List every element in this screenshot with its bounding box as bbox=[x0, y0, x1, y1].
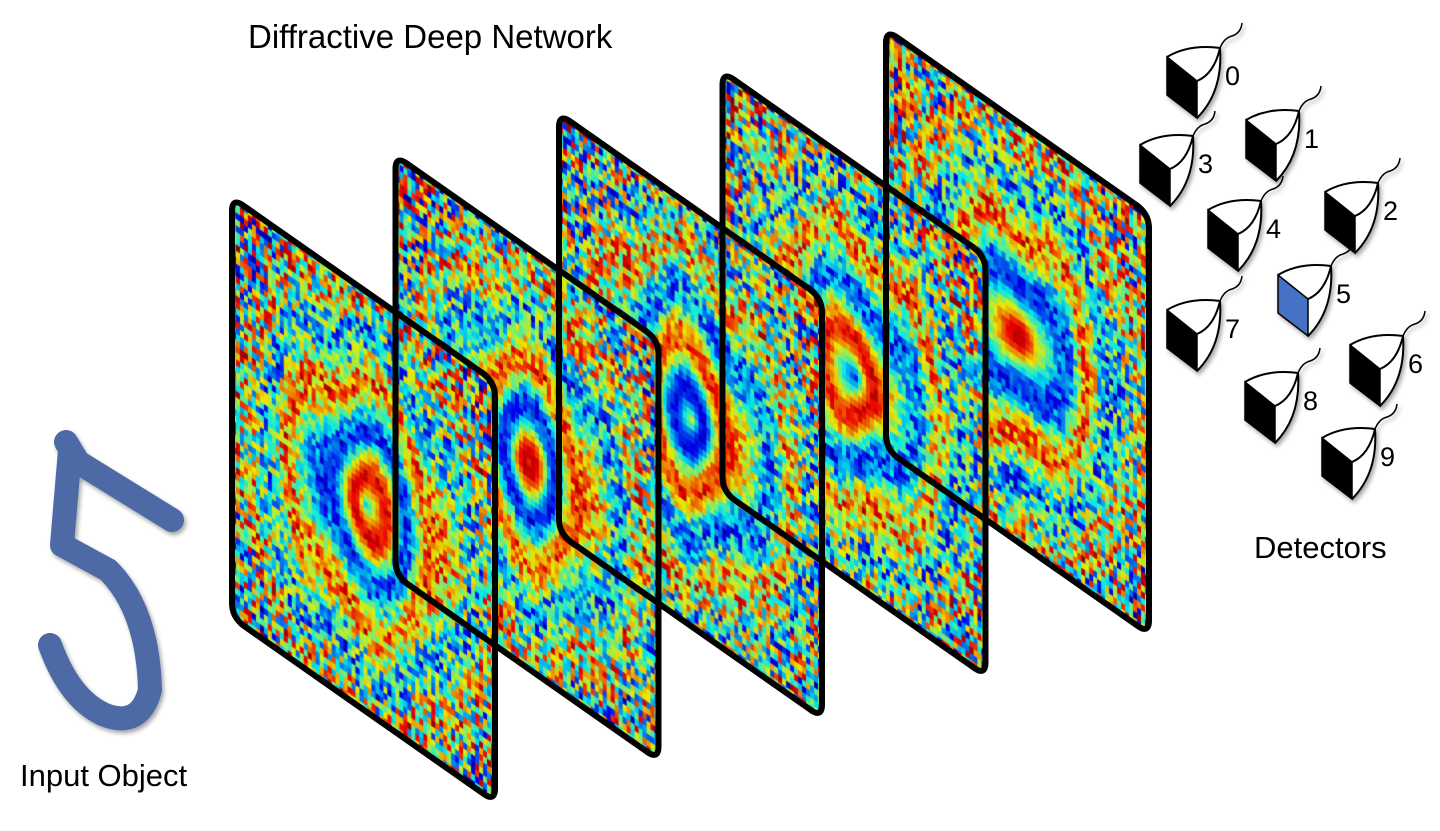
detector-label: 9 bbox=[1380, 442, 1395, 472]
detector-label: 8 bbox=[1303, 386, 1318, 416]
diffractive-layer-3 bbox=[556, 115, 825, 716]
detector-icon bbox=[1277, 240, 1354, 338]
diffractive-layer-4 bbox=[719, 73, 989, 674]
detector-1: 1 bbox=[1245, 85, 1322, 183]
diffractive-layer-2 bbox=[392, 157, 662, 758]
detector-3: 3 bbox=[1139, 110, 1216, 208]
detector-2: 2 bbox=[1324, 157, 1401, 255]
detectors: 0 1 2 3 4 5 6 7 8 9 bbox=[1139, 22, 1426, 501]
detector-label: 6 bbox=[1408, 349, 1423, 379]
detector-icon bbox=[1349, 310, 1426, 408]
detector-label: 0 bbox=[1225, 61, 1240, 91]
detector-icon bbox=[1244, 347, 1321, 445]
detector-0: 0 bbox=[1166, 22, 1243, 120]
input-digit-five bbox=[38, 430, 184, 731]
detector-8: 8 bbox=[1244, 347, 1321, 445]
detector-label: 1 bbox=[1304, 124, 1319, 154]
detector-label: 3 bbox=[1198, 149, 1213, 179]
detector-6: 6 bbox=[1349, 310, 1426, 408]
detector-label: 4 bbox=[1266, 214, 1281, 244]
diffractive-layer-1 bbox=[229, 199, 498, 800]
detector-9: 9 bbox=[1321, 403, 1398, 501]
detectors-label: Detectors bbox=[1254, 530, 1387, 565]
input-object-label: Input Object bbox=[20, 758, 188, 793]
detector-icon bbox=[1166, 22, 1243, 120]
detector-icon bbox=[1321, 403, 1398, 501]
detector-label: 7 bbox=[1225, 314, 1240, 344]
detector-label: 5 bbox=[1336, 279, 1351, 309]
detector-icon bbox=[1324, 157, 1401, 255]
detector-icon bbox=[1207, 175, 1284, 273]
diagram-title: Diffractive Deep Network bbox=[248, 18, 613, 55]
detector-7: 7 bbox=[1166, 275, 1243, 373]
diffractive-layer-5 bbox=[883, 31, 1152, 632]
detector-icon bbox=[1166, 275, 1243, 373]
detector-label: 2 bbox=[1383, 196, 1398, 226]
detector-icon bbox=[1245, 85, 1322, 183]
detector-icon bbox=[1139, 110, 1216, 208]
detector-5: 5 bbox=[1277, 240, 1354, 338]
diffractive-layers bbox=[229, 31, 1152, 800]
detector-4: 4 bbox=[1207, 175, 1284, 273]
